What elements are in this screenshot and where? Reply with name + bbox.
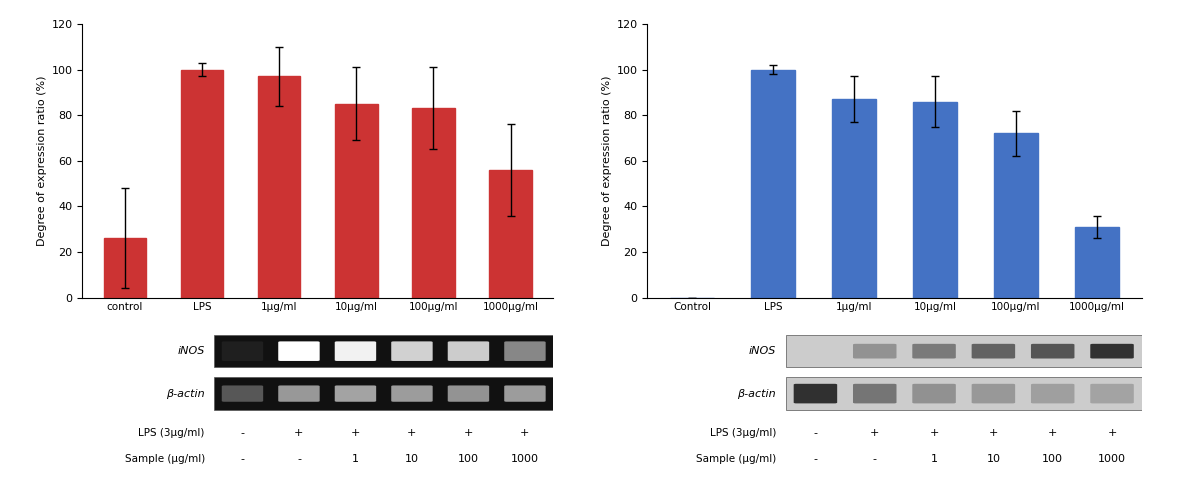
Text: β-actin: β-actin bbox=[737, 389, 776, 398]
Text: -: - bbox=[240, 454, 245, 464]
Text: iNOS: iNOS bbox=[178, 346, 205, 356]
Text: LPS (3μg/ml): LPS (3μg/ml) bbox=[139, 428, 205, 438]
Text: iNOS: iNOS bbox=[749, 346, 776, 356]
Text: +: + bbox=[989, 428, 998, 438]
Bar bbox=[490, 170, 532, 298]
Text: 100: 100 bbox=[458, 454, 479, 464]
FancyBboxPatch shape bbox=[334, 341, 377, 361]
Text: +: + bbox=[464, 428, 473, 438]
Bar bbox=[258, 76, 300, 298]
Text: β-actin: β-actin bbox=[166, 389, 205, 398]
Y-axis label: Degree of expression ratio (%): Degree of expression ratio (%) bbox=[603, 75, 612, 246]
FancyBboxPatch shape bbox=[447, 341, 490, 361]
Text: +: + bbox=[407, 428, 417, 438]
FancyBboxPatch shape bbox=[391, 341, 433, 361]
Bar bbox=[181, 70, 224, 298]
FancyBboxPatch shape bbox=[504, 341, 546, 361]
Bar bbox=[214, 377, 553, 410]
FancyBboxPatch shape bbox=[221, 341, 264, 361]
FancyBboxPatch shape bbox=[1031, 344, 1075, 359]
Bar bbox=[1075, 227, 1119, 298]
FancyBboxPatch shape bbox=[447, 385, 490, 402]
FancyBboxPatch shape bbox=[853, 344, 897, 359]
Text: -: - bbox=[813, 454, 817, 464]
FancyBboxPatch shape bbox=[504, 385, 546, 402]
FancyBboxPatch shape bbox=[391, 385, 433, 402]
Text: LPS (3μg/ml): LPS (3μg/ml) bbox=[710, 428, 776, 438]
Bar bbox=[104, 238, 146, 298]
Text: 1000: 1000 bbox=[1098, 454, 1126, 464]
Text: 1: 1 bbox=[352, 454, 359, 464]
Bar bbox=[786, 377, 1142, 410]
Text: -: - bbox=[297, 454, 301, 464]
FancyBboxPatch shape bbox=[972, 384, 1015, 403]
Bar bbox=[993, 133, 1038, 298]
Bar bbox=[214, 335, 553, 368]
FancyBboxPatch shape bbox=[853, 384, 897, 403]
Bar bbox=[912, 102, 957, 298]
Text: +: + bbox=[1048, 428, 1057, 438]
Text: +: + bbox=[294, 428, 304, 438]
FancyBboxPatch shape bbox=[334, 385, 377, 402]
FancyBboxPatch shape bbox=[1090, 384, 1133, 403]
Text: -: - bbox=[813, 428, 817, 438]
Bar bbox=[335, 104, 378, 298]
FancyBboxPatch shape bbox=[912, 344, 956, 359]
Text: +: + bbox=[351, 428, 360, 438]
Text: 1000: 1000 bbox=[511, 454, 539, 464]
Text: +: + bbox=[520, 428, 530, 438]
Text: +: + bbox=[930, 428, 939, 438]
Text: 10: 10 bbox=[986, 454, 1000, 464]
Text: Sample (μg/ml): Sample (μg/ml) bbox=[696, 454, 776, 464]
Text: 1: 1 bbox=[931, 454, 938, 464]
Bar bbox=[786, 335, 1142, 368]
FancyBboxPatch shape bbox=[278, 341, 320, 361]
FancyBboxPatch shape bbox=[278, 385, 320, 402]
Bar bbox=[412, 108, 454, 298]
FancyBboxPatch shape bbox=[1090, 344, 1133, 359]
Bar bbox=[832, 99, 877, 298]
FancyBboxPatch shape bbox=[221, 385, 264, 402]
Text: 10: 10 bbox=[405, 454, 419, 464]
Y-axis label: Degree of expression ratio (%): Degree of expression ratio (%) bbox=[38, 75, 47, 246]
FancyBboxPatch shape bbox=[793, 384, 837, 403]
Text: 100: 100 bbox=[1042, 454, 1063, 464]
Text: Sample (μg/ml): Sample (μg/ml) bbox=[125, 454, 205, 464]
Text: +: + bbox=[870, 428, 879, 438]
Text: -: - bbox=[873, 454, 877, 464]
FancyBboxPatch shape bbox=[912, 384, 956, 403]
FancyBboxPatch shape bbox=[972, 344, 1015, 359]
FancyBboxPatch shape bbox=[1031, 384, 1075, 403]
Text: -: - bbox=[240, 428, 245, 438]
Text: +: + bbox=[1108, 428, 1117, 438]
Bar bbox=[751, 70, 796, 298]
